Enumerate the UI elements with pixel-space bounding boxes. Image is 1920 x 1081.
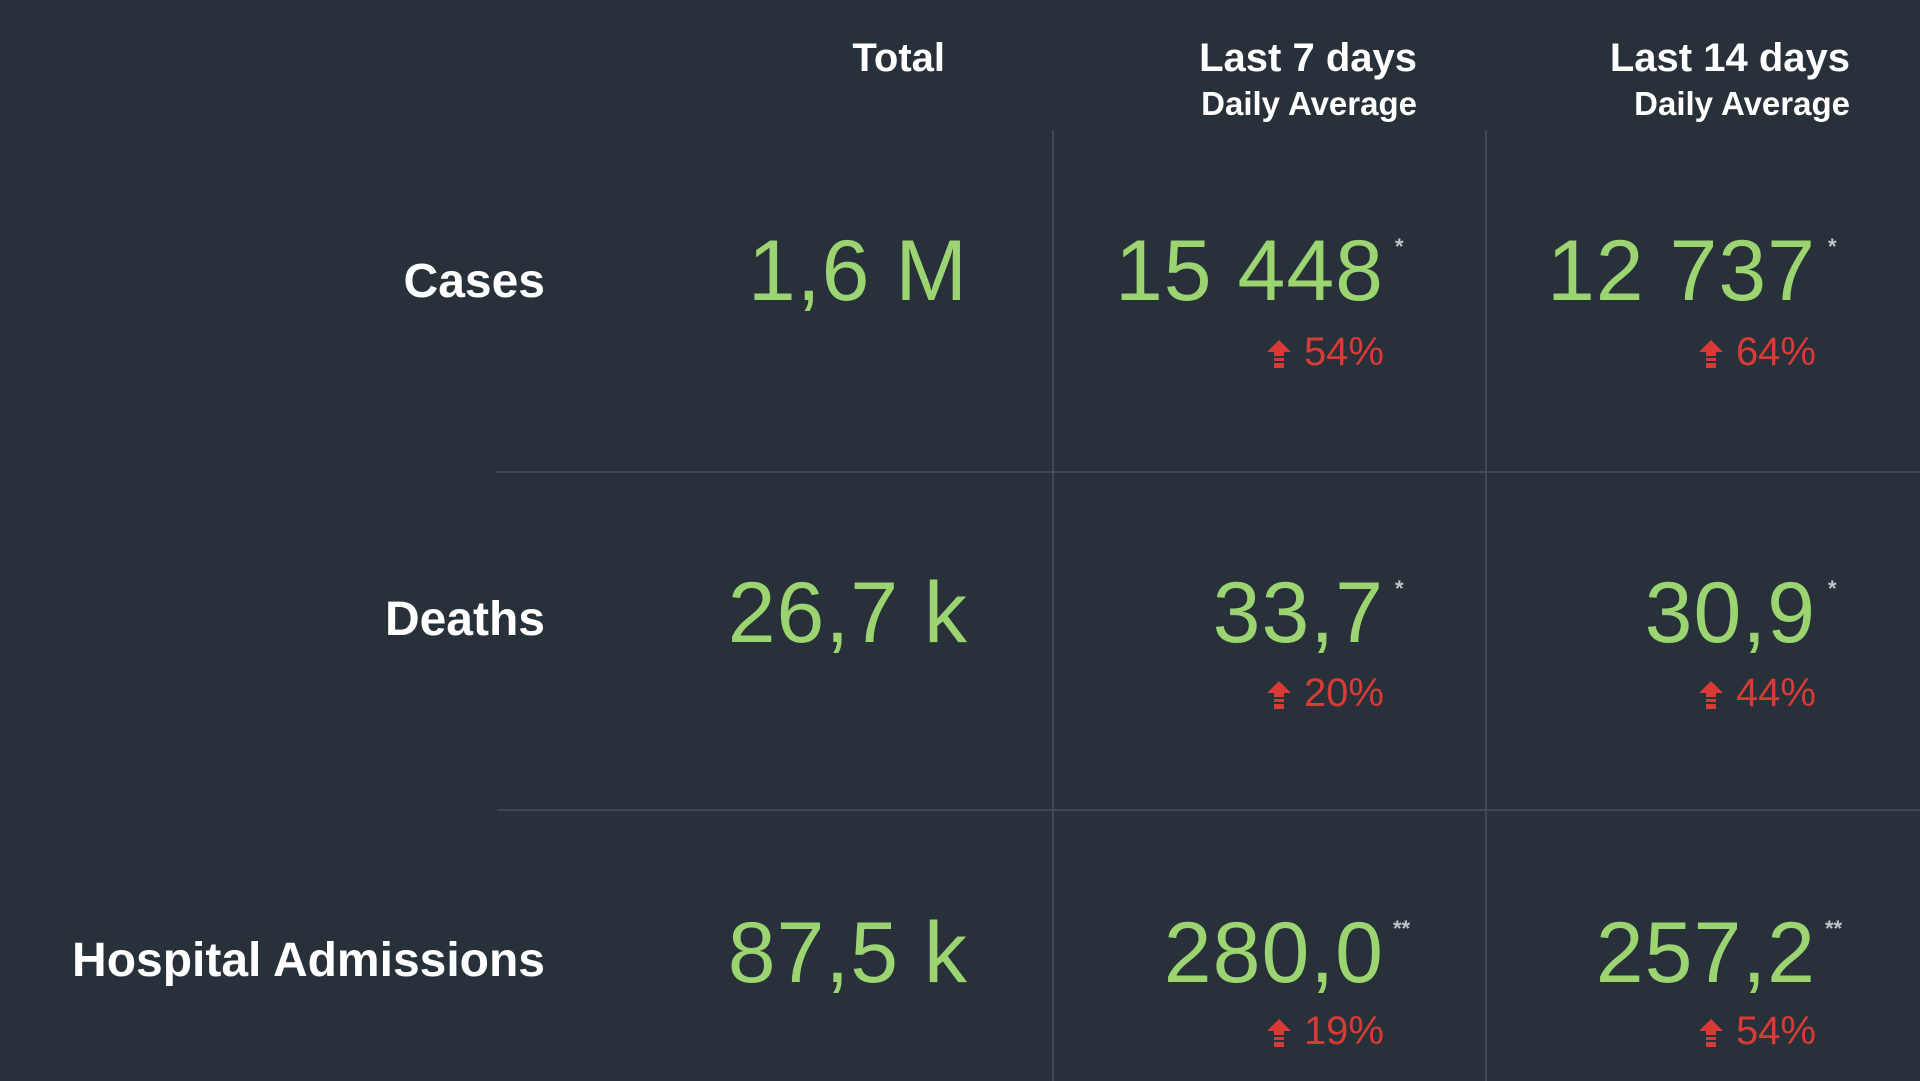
cases-last7-footnote-mark: * <box>1395 234 1404 259</box>
hospital-total-value: 87,5 k <box>727 905 968 1001</box>
row-divider-2 <box>497 809 1920 811</box>
header-last-7-days-sublabel: Daily Average <box>1201 85 1417 122</box>
cases-last7-change: 54% <box>1266 329 1384 375</box>
cases-last14-change-value: 64% <box>1735 330 1816 374</box>
row-label-cases: Cases <box>403 255 545 308</box>
header-last-14-days-label: Last 14 days <box>1609 36 1850 80</box>
row-label-hospital-admissions: Hospital Admissions <box>72 934 545 987</box>
deaths-last14-change: 44% <box>1698 670 1816 716</box>
cases-last14-change: 64% <box>1698 329 1816 375</box>
deaths-last7-footnote-mark: * <box>1395 576 1404 601</box>
hospital-last7-value: 280,0 <box>1163 905 1384 1001</box>
header-last-7-days: Last 7 days Daily Average <box>1199 34 1417 126</box>
arrow-up-icon <box>1698 681 1723 709</box>
arrow-up-icon <box>1698 340 1723 368</box>
header-total-label: Total <box>852 36 945 80</box>
column-divider-2 <box>1485 130 1487 1081</box>
cases-total-value: 1,6 M <box>747 223 968 319</box>
arrow-up-icon <box>1266 1019 1291 1047</box>
arrow-up-icon <box>1698 1019 1723 1047</box>
hospital-last7-change: 19% <box>1266 1008 1384 1054</box>
header-last-7-days-label: Last 7 days <box>1199 36 1417 80</box>
hospital-last7-footnote-mark: ** <box>1393 916 1411 941</box>
cases-last14-footnote-mark: * <box>1828 234 1837 259</box>
hospital-last7-change-value: 19% <box>1303 1009 1384 1053</box>
row-label-deaths: Deaths <box>384 593 545 646</box>
row-divider-1 <box>497 471 1920 473</box>
deaths-last7-change-value: 20% <box>1303 671 1384 715</box>
header-total: Total <box>852 34 945 82</box>
header-last-14-days-sublabel: Daily Average <box>1634 85 1850 122</box>
cases-last7-change-value: 54% <box>1303 330 1384 374</box>
hospital-last14-value: 257,2 <box>1595 905 1816 1001</box>
deaths-last7-change: 20% <box>1266 670 1384 716</box>
column-divider-1 <box>1052 130 1054 1081</box>
deaths-last14-value: 30,9 <box>1644 565 1816 661</box>
hospital-last14-change-value: 54% <box>1735 1009 1816 1053</box>
deaths-total-value: 26,7 k <box>727 565 968 661</box>
hospital-last14-change: 54% <box>1698 1008 1816 1054</box>
deaths-last14-footnote-mark: * <box>1828 576 1837 601</box>
deaths-last14-change-value: 44% <box>1735 671 1816 715</box>
header-last-14-days: Last 14 days Daily Average <box>1610 34 1850 126</box>
cases-last7-value: 15 448 <box>1114 223 1384 319</box>
arrow-up-icon <box>1266 681 1291 709</box>
hospital-last14-footnote-mark: ** <box>1825 916 1843 941</box>
cases-last14-value: 12 737 <box>1546 223 1816 319</box>
arrow-up-icon <box>1266 340 1291 368</box>
deaths-last7-value: 33,7 <box>1212 565 1384 661</box>
